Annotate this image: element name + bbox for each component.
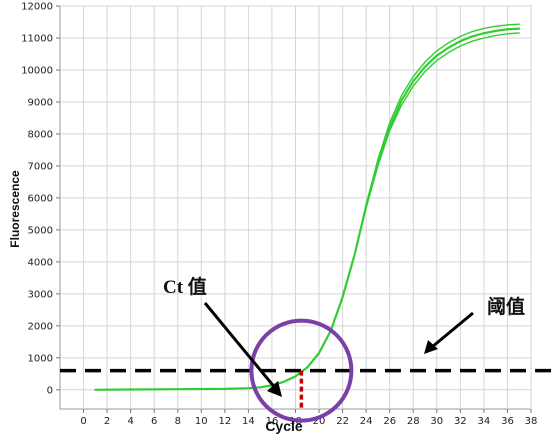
threshold-arrowhead (424, 340, 438, 354)
y-tick-label: 1000 (28, 353, 53, 364)
y-tick-label: 8000 (28, 129, 53, 140)
x-tick-label: 16 (266, 416, 279, 427)
x-tick-labels: 0 2 4 6 8 10 12 14 16 18 20 22 24 26 28 30 32 34 36 38 (80, 416, 537, 427)
x-tick-label: 6 (151, 416, 157, 427)
y-tick-label: 9000 (28, 97, 53, 108)
y-tick-label: 5000 (28, 225, 53, 236)
y-tick-label: 4000 (28, 257, 53, 268)
x-tick-label: 2 (104, 416, 110, 427)
y-tick-label: 3000 (28, 289, 53, 300)
x-tick-label: 20 (313, 416, 326, 427)
ct-arrow (203, 302, 278, 390)
threshold-label: 阈值 (487, 295, 525, 318)
x-tick-label: 34 (478, 416, 491, 427)
ct-label: Ct 值 (163, 275, 207, 298)
x-tick-label: 30 (430, 416, 443, 427)
y-tick-label: 7000 (28, 161, 53, 172)
ct-arrowhead (267, 381, 282, 397)
x-tick-label: 8 (175, 416, 181, 427)
x-tick-label: 4 (127, 416, 133, 427)
y-tick-label: 0 (47, 385, 53, 396)
y-tick-label: 11000 (21, 33, 53, 44)
x-tick-label: 10 (195, 416, 208, 427)
y-tick-label: 10000 (21, 65, 53, 76)
x-tick-label: 26 (383, 416, 396, 427)
x-tick-label: 28 (407, 416, 420, 427)
x-tick-label: 22 (336, 416, 349, 427)
y-tick-label: 6000 (28, 193, 53, 204)
x-tick-label: 12 (218, 416, 231, 427)
x-axis-title: Cycle (265, 418, 303, 434)
x-tick-label: 0 (80, 416, 86, 427)
x-tick-label: 36 (501, 416, 514, 427)
x-tick-label: 32 (454, 416, 467, 427)
y-tick-label: 12000 (21, 2, 53, 13)
grid-lines (56, 5, 532, 413)
x-tick-label: 38 (525, 416, 538, 427)
x-tick-label: 14 (242, 416, 255, 427)
y-tick-labels: 0 1000 2000 3000 4000 5000 6000 7000 8000 9000 100… (21, 2, 53, 397)
threshold-arrow (431, 311, 474, 349)
ct-circle (249, 318, 354, 423)
x-tick-label: 24 (360, 416, 373, 427)
y-tick-label: 2000 (28, 321, 53, 332)
y-axis-title: Fluorescence (8, 170, 22, 248)
